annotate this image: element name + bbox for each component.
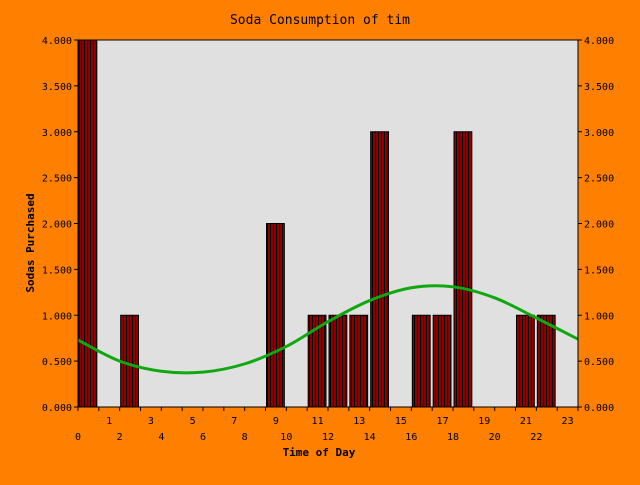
y-tick-label-right: 0.000 xyxy=(584,403,614,414)
x-tick-label-hour-12: 12 xyxy=(322,432,334,443)
x-tick-label-hour-18: 18 xyxy=(447,432,459,443)
x-tick-label-hour-22: 22 xyxy=(530,432,542,443)
plot-area xyxy=(78,40,578,407)
x-tick-label-hour-16: 16 xyxy=(405,432,417,443)
x-tick-label-hour-11: 11 xyxy=(312,416,324,427)
y-tick-label-right: 4.000 xyxy=(584,36,614,47)
y-tick-label-left: 1.500 xyxy=(42,265,72,276)
x-tick-label-hour-3: 3 xyxy=(148,416,154,427)
y-tick-label-right: 0.500 xyxy=(584,357,614,368)
x-axis-title: Time of Day xyxy=(283,446,356,459)
y-tick-label-left: 1.000 xyxy=(42,311,72,322)
axes-group: 0.000 0.000 0.500 0.500 1.000 1.000 1.500 1.500… xyxy=(42,36,614,443)
y-tick-label-right: 2.500 xyxy=(584,174,614,185)
x-tick-label-hour-19: 19 xyxy=(478,416,490,427)
y-tick-label-left: 0.500 xyxy=(42,357,72,368)
bar-hour-0 xyxy=(78,39,98,408)
y-tick-label-right: 3.000 xyxy=(584,128,614,139)
bar-hour-17 xyxy=(432,314,452,408)
bar-hour-18 xyxy=(453,131,473,408)
x-tick-label-hour-13: 13 xyxy=(353,416,365,427)
trend-line-group xyxy=(77,284,579,375)
x-tick-label-hour-4: 4 xyxy=(158,432,164,443)
bar-hour-14 xyxy=(370,131,389,408)
chart-title: Soda Consumption of tim xyxy=(230,13,410,28)
x-tick-label-hour-8: 8 xyxy=(242,432,248,443)
y-tick-label-left: 4.000 xyxy=(42,36,72,47)
y-tick-label-left: 2.500 xyxy=(42,174,72,185)
y-tick-label-right: 3.500 xyxy=(584,82,614,93)
y-tick-label-left: 2.000 xyxy=(42,220,72,231)
bars-group xyxy=(78,39,556,408)
bar-hour-9 xyxy=(266,223,285,408)
x-tick-label-hour-2: 2 xyxy=(117,432,123,443)
x-tick-label-hour-5: 5 xyxy=(190,416,196,427)
bar-hour-22 xyxy=(536,314,556,408)
y-tick-label-right: 1.500 xyxy=(584,265,614,276)
x-tick-label-hour-15: 15 xyxy=(395,416,407,427)
bar-hour-13 xyxy=(349,314,369,408)
y-tick-label-right: 1.000 xyxy=(584,311,614,322)
y-tick-label-left: 3.500 xyxy=(42,82,72,93)
bar-hour-12 xyxy=(328,314,348,408)
y-tick-label-left: 3.000 xyxy=(42,128,72,139)
x-tick-label-hour-9: 9 xyxy=(273,416,279,427)
bar-hour-21 xyxy=(516,314,535,408)
x-tick-label-hour-10: 10 xyxy=(280,432,292,443)
bar-hour-16 xyxy=(411,314,431,408)
y-tick-label-right: 2.000 xyxy=(584,220,614,231)
x-tick-label-hour-17: 17 xyxy=(437,416,449,427)
y-tick-label-left: 0.000 xyxy=(42,403,72,414)
trend-line xyxy=(77,284,579,375)
x-tick-label-hour-20: 20 xyxy=(489,432,501,443)
x-tick-label-hour-23: 23 xyxy=(562,416,574,427)
x-tick-label-hour-1: 1 xyxy=(106,416,112,427)
x-tick-label-hour-6: 6 xyxy=(200,432,206,443)
x-tick-label-hour-21: 21 xyxy=(520,416,532,427)
x-tick-label-hour-14: 14 xyxy=(364,432,376,443)
y-axis-title: Sodas Purchased xyxy=(24,193,37,292)
x-tick-label-hour-7: 7 xyxy=(231,416,237,427)
x-tick-label-hour-0: 0 xyxy=(75,432,81,443)
